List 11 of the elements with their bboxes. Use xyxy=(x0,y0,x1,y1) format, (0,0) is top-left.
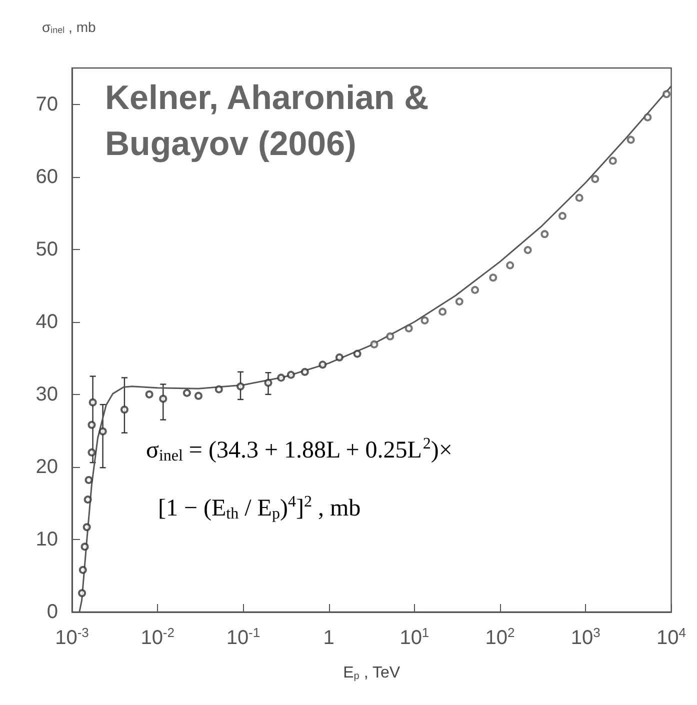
y-tick-label: 0 xyxy=(46,601,58,623)
y-tick-label: 40 xyxy=(36,310,58,333)
y-tick-label: 50 xyxy=(36,238,58,260)
text: Kelner, Aharonian & Bugayov (2006) xyxy=(105,79,438,163)
y-tick-label: 70 xyxy=(36,93,58,116)
x-tick-label: 1 xyxy=(323,627,334,649)
y-tick-label: 10 xyxy=(36,528,58,550)
y-tick-label: 30 xyxy=(36,383,58,406)
y-tick-label: 60 xyxy=(36,166,58,188)
y-axis-title: σinel , mb xyxy=(42,18,96,35)
y-tick-label: 20 xyxy=(36,456,58,478)
